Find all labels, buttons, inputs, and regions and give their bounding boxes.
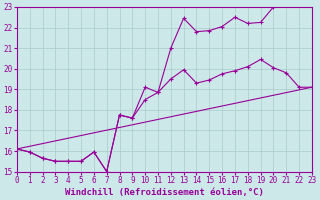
- X-axis label: Windchill (Refroidissement éolien,°C): Windchill (Refroidissement éolien,°C): [65, 188, 264, 197]
